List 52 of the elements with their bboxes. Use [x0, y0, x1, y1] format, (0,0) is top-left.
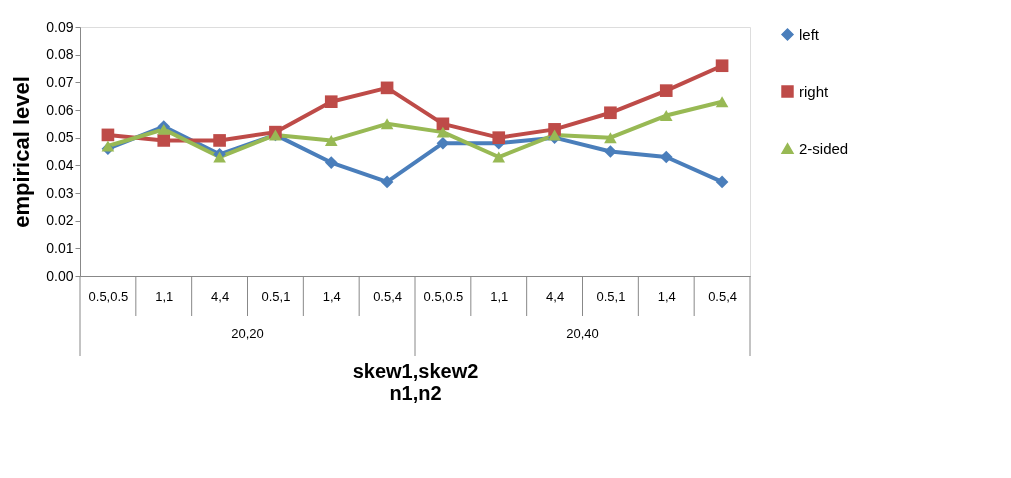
y-tick-label: 0.00: [46, 267, 74, 284]
point: [715, 175, 729, 189]
legend-label: 2-sided: [799, 139, 849, 157]
point: [157, 134, 171, 147]
point: [380, 118, 394, 130]
point: [380, 175, 394, 189]
point: [604, 106, 617, 120]
x-tick-label: 0.5,1: [261, 288, 291, 304]
text: 20,20: [231, 326, 264, 341]
y-tick-label: 0.05: [46, 129, 74, 146]
y-tick-label: 0.04: [46, 156, 74, 173]
x-tick-label: 0.5,0.5: [88, 288, 129, 304]
y-axis-title: empirical level: [9, 76, 35, 228]
x-tick-label: 4,4: [211, 288, 230, 304]
point: [604, 132, 617, 144]
text: 20,40: [566, 326, 599, 341]
x-tick-label: 1,4: [322, 288, 341, 304]
point: [380, 81, 394, 95]
point: [659, 84, 673, 97]
point: [715, 59, 729, 73]
y-tick-label: 0.06: [46, 101, 74, 118]
x-tick-label: 1,1: [155, 288, 174, 304]
point: [101, 128, 115, 142]
point: [213, 134, 226, 147]
x-tick-label: 0.5,1: [596, 288, 626, 304]
x-axis-title: skew1,skew2 n1,n2: [352, 359, 479, 404]
x-tick-label: 4,4: [546, 288, 565, 304]
point: [492, 151, 506, 163]
legend-label: left: [799, 25, 820, 43]
y-tick-label: 0.08: [46, 46, 74, 63]
point: [101, 140, 115, 152]
y-tick-label: 0.07: [46, 73, 74, 90]
x-tick-label: 0.5,4: [708, 288, 738, 304]
point: [492, 131, 506, 144]
x-tick-label: 1,1: [490, 288, 509, 304]
y-tick-label: 0.02: [46, 212, 74, 229]
point: [436, 126, 450, 138]
y-tick-label: 0.01: [46, 239, 74, 256]
x-tick-label: 0.5,4: [373, 288, 403, 304]
point: [715, 96, 729, 108]
point: [436, 136, 450, 150]
point: [659, 150, 673, 164]
x-tick-label: 1,4: [657, 288, 676, 304]
point: [213, 151, 226, 163]
y-tick-label: 0.09: [46, 18, 74, 35]
point: [324, 95, 338, 109]
point: [659, 110, 673, 122]
legend-label: right: [799, 82, 830, 100]
y-tick-label: 0.03: [46, 184, 74, 201]
x-tick-label: 0.5,0.5: [423, 288, 464, 304]
point: [324, 156, 338, 169]
point: [324, 134, 338, 146]
